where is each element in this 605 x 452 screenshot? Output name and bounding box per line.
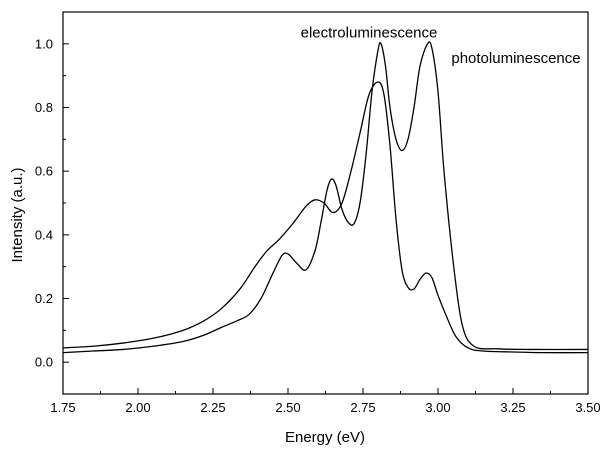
electroluminescence-label: electroluminescence [301, 24, 438, 41]
x-tick-label: 3.25 [500, 400, 525, 415]
y-tick-label: 0.0 [35, 355, 53, 370]
x-tick-label: 2.00 [125, 400, 150, 415]
x-tick-label: 2.50 [275, 400, 300, 415]
annotations: electroluminescence photoluminescence [301, 24, 581, 66]
x-tick-label: 2.25 [200, 400, 225, 415]
y-axis-title: Intensity (a.u.) [9, 167, 26, 262]
y-tick-label: 1.0 [35, 36, 53, 51]
series-photoluminescence-line [62, 41, 589, 354]
x-tick-label: 2.75 [350, 400, 375, 415]
series-layer [62, 41, 589, 354]
photoluminescence-label: photoluminescence [451, 50, 580, 67]
x-tick-label: 3.50 [575, 400, 600, 415]
y-tick-label: 0.8 [35, 100, 53, 115]
y-tick-label: 0.6 [35, 164, 53, 179]
series-electroluminescence-line [62, 81, 589, 354]
x-tick-label: 3.00 [425, 400, 450, 415]
x-tick-label: 1.75 [50, 400, 75, 415]
x-axis: 1.75 2.00 2.25 2.50 2.75 3.00 3.25 3.50 [50, 388, 601, 415]
x-axis-title: Energy (eV) [285, 429, 365, 446]
plot-border [62, 11, 589, 395]
plot-area [62, 11, 589, 395]
y-tick-label: 0.2 [35, 291, 53, 306]
y-tick-label: 0.4 [35, 227, 53, 242]
y-axis: 0.0 0.2 0.4 0.6 0.8 1.0 [35, 11, 69, 395]
